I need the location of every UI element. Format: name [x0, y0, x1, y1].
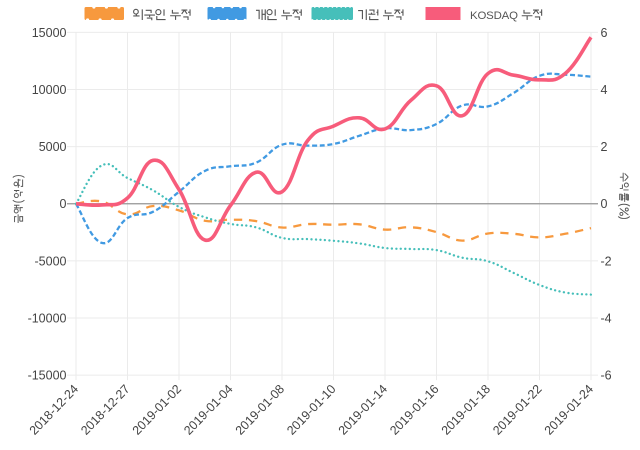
svg-text:KOSDAQ: KOSDAQ	[470, 10, 518, 22]
svg-text:4: 4	[601, 83, 608, 97]
svg-text:15000: 15000	[32, 26, 67, 40]
svg-text:5000: 5000	[39, 140, 67, 154]
svg-text:-2: -2	[601, 254, 612, 268]
svg-text:0: 0	[60, 197, 67, 211]
svg-text:0: 0	[601, 197, 608, 211]
svg-text:10000: 10000	[32, 83, 67, 97]
svg-text:2: 2	[601, 140, 608, 154]
svg-text:-6: -6	[601, 369, 612, 383]
svg-text:-10000: -10000	[28, 311, 67, 325]
svg-text:6: 6	[601, 26, 608, 40]
svg-text:-4: -4	[601, 311, 612, 325]
svg-text:-5000: -5000	[35, 254, 67, 268]
svg-text:-15000: -15000	[28, 369, 67, 383]
